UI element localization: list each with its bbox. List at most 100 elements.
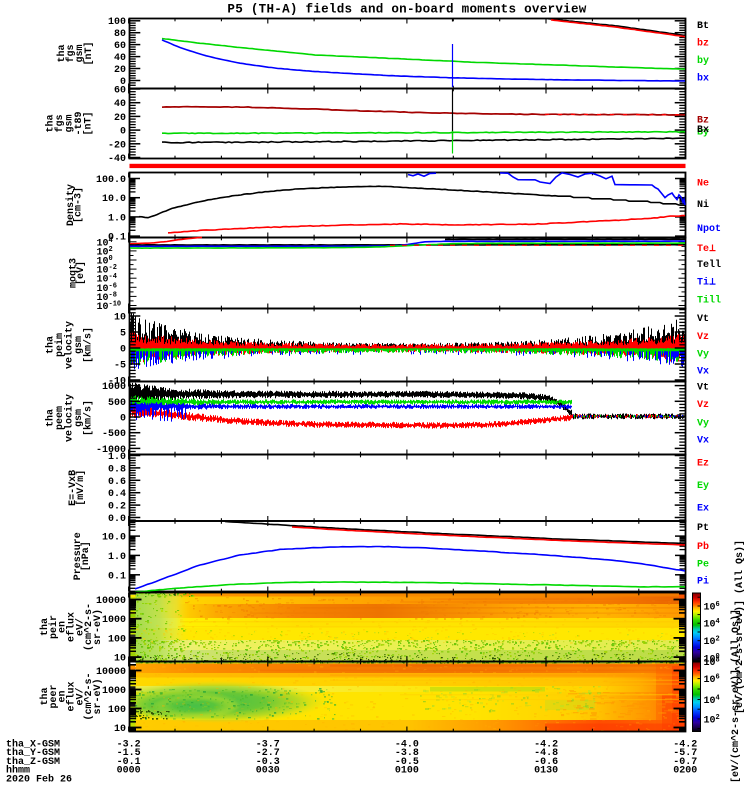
svg-text:10.0: 10.0 — [102, 194, 126, 205]
svg-text:Vy: Vy — [697, 419, 709, 430]
svg-text:eflux: eflux — [66, 681, 78, 711]
svg-text:-3.2: -3.2 — [117, 740, 141, 751]
svg-text:Vy: Vy — [697, 350, 709, 361]
svg-text:40: 40 — [114, 53, 126, 64]
svg-text:tha_Z-GSM: tha_Z-GSM — [6, 756, 60, 768]
svg-text:-20: -20 — [108, 140, 126, 151]
svg-text:Ti: Ti — [697, 276, 709, 288]
svg-text:fgs: fgs — [54, 114, 66, 132]
svg-text:0.2: 0.2 — [108, 502, 126, 513]
svg-text:0.0: 0.0 — [108, 514, 126, 525]
svg-text:tha: tha — [39, 618, 51, 636]
svg-text:[nT]: [nT] — [83, 41, 95, 65]
svg-text:-5.7: -5.7 — [673, 748, 697, 759]
svg-text:tha_Y-GSM: tha_Y-GSM — [6, 747, 60, 759]
svg-text:-2.7: -2.7 — [256, 748, 280, 759]
svg-text:100: 100 — [108, 705, 126, 716]
svg-text:en: en — [58, 621, 69, 633]
svg-text:1000: 1000 — [102, 382, 126, 393]
svg-text:bz: bz — [697, 37, 709, 49]
svg-text:Ne: Ne — [697, 178, 709, 189]
svg-text:Pb: Pb — [697, 541, 709, 553]
svg-text:[eV]: [eV] — [75, 261, 87, 285]
svg-text:Vx: Vx — [697, 366, 709, 377]
svg-text:-0.3: -0.3 — [256, 757, 280, 768]
svg-text:[km/s]: [km/s] — [83, 400, 95, 436]
svg-text:eV/: eV/ — [74, 618, 86, 636]
svg-text:0.1: 0.1 — [108, 571, 126, 582]
svg-text:Npot: Npot — [697, 224, 721, 235]
svg-text:Pi: Pi — [697, 575, 709, 587]
svg-text:tha: tha — [39, 687, 51, 705]
svg-text:Pt: Pt — [697, 523, 709, 534]
svg-text:peer: peer — [49, 684, 60, 708]
svg-text:velocity: velocity — [64, 394, 76, 442]
svg-text:(cm^2-s-: (cm^2-s- — [83, 603, 95, 651]
svg-text:1000: 1000 — [102, 615, 126, 626]
svg-text:P5 (TH-A) fields and on-board: P5 (TH-A) fields and on-board moments ov… — [227, 3, 586, 17]
svg-text:Bz: Bz — [697, 115, 709, 126]
svg-text:0.6: 0.6 — [108, 477, 126, 488]
svg-text:-4.2: -4.2 — [534, 740, 558, 751]
svg-text:-4.2: -4.2 — [673, 740, 697, 751]
svg-text:-500: -500 — [102, 429, 126, 440]
svg-text:80: 80 — [114, 29, 126, 40]
svg-text:Te: Te — [697, 244, 709, 255]
svg-text:[km/s]: [km/s] — [83, 327, 95, 363]
svg-text:-10: -10 — [108, 377, 126, 388]
svg-text:60: 60 — [114, 86, 126, 97]
svg-text:bx: bx — [697, 72, 709, 84]
svg-text:10000: 10000 — [96, 596, 126, 607]
svg-text:0.8: 0.8 — [108, 464, 126, 475]
svg-text:[mV/m]: [mV/m] — [75, 470, 87, 506]
svg-text:Bx: Bx — [697, 125, 709, 136]
svg-text:-0.5: -0.5 — [395, 757, 419, 768]
svg-text:[eV/(cm^2-s-sr-eV)] (All Qs)]: [eV/(cm^2-s-sr-eV)] (All Qs)] — [730, 609, 742, 783]
svg-text:Ez: Ez — [697, 458, 709, 469]
svg-text:2020 Feb 26: 2020 Feb 26 — [6, 774, 72, 786]
svg-text:-0.6: -0.6 — [534, 757, 558, 768]
svg-text:sr-eV): sr-eV) — [92, 678, 104, 714]
svg-text:[cm-3]: [cm-3] — [73, 187, 85, 223]
svg-text:Ni: Ni — [697, 199, 709, 211]
svg-text:0100: 0100 — [395, 765, 419, 776]
svg-text:10: 10 — [114, 654, 126, 665]
svg-text:-4.0: -4.0 — [395, 740, 419, 751]
svg-text:Tell: Tell — [697, 259, 721, 271]
svg-text:1000: 1000 — [102, 686, 126, 697]
svg-text:Vz: Vz — [697, 332, 709, 343]
svg-text:[eV/(cm^2-s-sr-eV)] (All Qs)]: [eV/(cm^2-s-sr-eV)] (All Qs)] — [734, 540, 746, 714]
svg-text:60: 60 — [114, 41, 126, 52]
svg-text:Pressure: Pressure — [73, 532, 84, 580]
svg-text:-5: -5 — [114, 361, 126, 372]
svg-text:velocity: velocity — [64, 321, 76, 369]
svg-text:Bt: Bt — [697, 21, 709, 32]
svg-text:10000: 10000 — [96, 667, 126, 678]
svg-text:100: 100 — [108, 17, 126, 28]
svg-text:eV/: eV/ — [74, 687, 86, 705]
svg-text:moqt3: moqt3 — [68, 258, 79, 288]
svg-text:-1.5: -1.5 — [117, 748, 141, 759]
svg-text:peim: peim — [54, 333, 66, 357]
svg-text:-0.7: -0.7 — [673, 757, 697, 768]
svg-text:0.4: 0.4 — [108, 489, 126, 500]
svg-text:500: 500 — [108, 398, 126, 409]
svg-text:[nPa]: [nPa] — [80, 541, 92, 571]
svg-text:gsm: gsm — [74, 336, 85, 354]
svg-text:-3.8: -3.8 — [395, 748, 419, 759]
svg-text:hhmm: hhmm — [6, 764, 30, 776]
svg-text:1.0: 1.0 — [108, 452, 126, 463]
svg-text:Pe: Pe — [697, 559, 709, 570]
svg-text:100.0: 100.0 — [96, 175, 126, 186]
svg-text:10: 10 — [114, 724, 126, 735]
svg-text:Vx: Vx — [697, 435, 709, 446]
svg-text:peir: peir — [48, 615, 60, 639]
svg-text:peem: peem — [55, 406, 66, 430]
svg-text:40: 40 — [114, 99, 126, 110]
svg-text:1.0: 1.0 — [108, 213, 126, 224]
svg-text:0: 0 — [120, 414, 126, 425]
svg-text:20: 20 — [114, 65, 126, 76]
svg-text:Ex: Ex — [697, 504, 709, 515]
svg-text:By: By — [697, 128, 709, 139]
svg-text:Vt: Vt — [697, 314, 709, 325]
